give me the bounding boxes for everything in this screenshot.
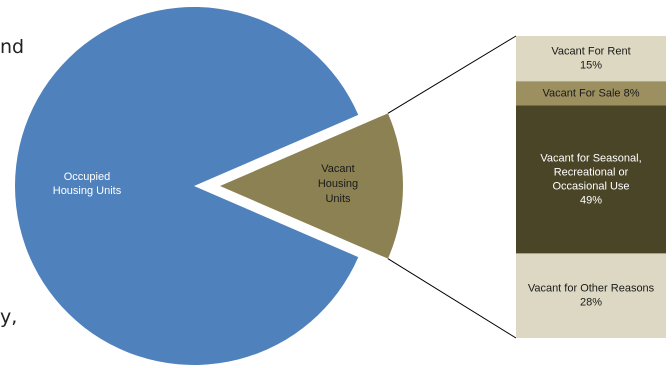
- pie-label-vacant: Housing: [318, 178, 358, 190]
- bar-label-other: Vacant for Other Reasons: [528, 283, 655, 295]
- text-fragment-top: nd: [0, 36, 25, 58]
- pie-slice-vacant: [220, 113, 403, 259]
- bar-label-other: 28%: [580, 297, 602, 309]
- bar-segment-seasonal: [516, 105, 666, 254]
- pie-slice-occupied: [14, 6, 359, 366]
- pie-label-occupied: Housing Units: [53, 185, 122, 197]
- bar-label-rent: Vacant For Rent: [551, 46, 630, 58]
- pie-label-occupied: Occupied: [64, 171, 110, 183]
- bar-label-rent: 15%: [580, 60, 602, 72]
- bar-label-seasonal: Recreational or: [554, 166, 629, 178]
- bar-segment-other: [516, 253, 666, 338]
- vacancy-breakdown-bar: Vacant For Rent 15% Vacant For Sale 8% Vaca…: [516, 36, 666, 338]
- bar-segment-sale: [516, 81, 666, 106]
- bar-label-sale: Vacant For Sale 8%: [542, 87, 639, 99]
- pie-label-vacant: Units: [325, 193, 351, 205]
- bar-segment-rent: [516, 36, 666, 82]
- connector-line-top: [387, 35, 517, 114]
- pie-label-vacant: Vacant: [321, 163, 354, 175]
- bar-label-seasonal: Occasional Use: [552, 180, 629, 192]
- connector-line-bottom: [387, 258, 517, 339]
- text-fragment-bottom: y,: [0, 306, 18, 328]
- connector-lines: [387, 35, 517, 339]
- pie-chart: Occupied Housing Units Vacant Housing Units: [14, 6, 403, 366]
- bar-label-seasonal: 49%: [580, 194, 602, 206]
- bar-label-seasonal: Vacant for Seasonal,: [540, 152, 641, 164]
